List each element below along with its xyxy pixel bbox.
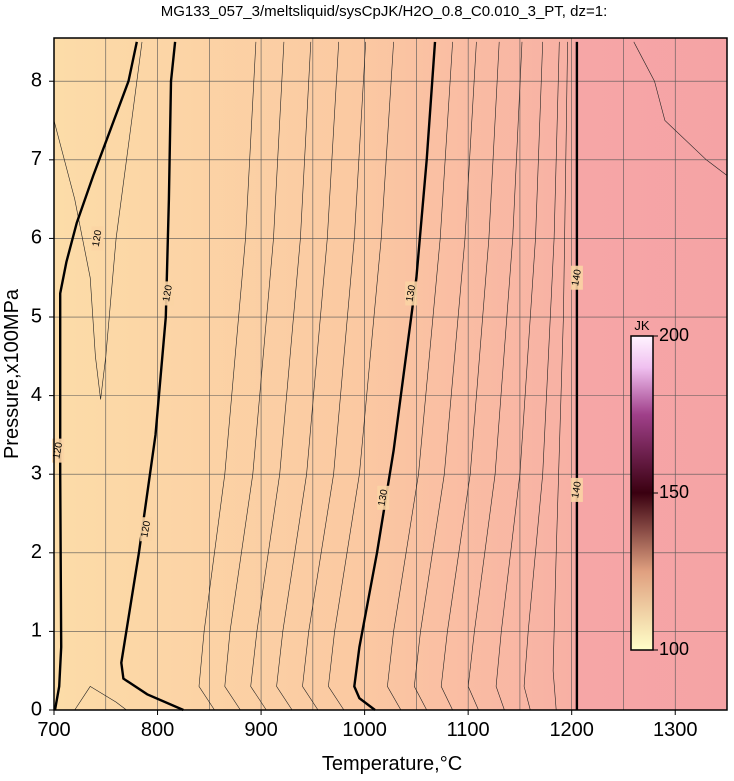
contour-label: 130 [377, 488, 391, 507]
contour-label: 120 [161, 284, 175, 303]
y-tick-label: 8 [31, 70, 42, 92]
y-tick-label: 0 [31, 698, 42, 720]
thin-contour [552, 41, 568, 711]
y-tick-label: 2 [31, 541, 42, 563]
contour-label-bg [91, 226, 104, 251]
contour-label-bg [405, 281, 418, 306]
colorbar-label: JK [634, 318, 650, 333]
x-tick-label: 1200 [549, 719, 594, 741]
thin-contour [250, 41, 312, 711]
y-tick-label: 1 [31, 620, 42, 642]
contour-label: 120 [139, 520, 153, 539]
y-tick-label: 6 [31, 227, 42, 249]
contour-label: 130 [404, 284, 418, 303]
contour-label-bg [377, 485, 390, 510]
x-tick-label: 1000 [342, 719, 387, 741]
thin-contour [467, 41, 523, 711]
contour-label-bg [570, 477, 583, 502]
chart-title: MG133_057_3/meltsliquid/sysCpJK/H2O_0.8_… [161, 3, 608, 20]
contour-label: 140 [570, 480, 584, 499]
thin-contour [633, 41, 728, 176]
thin-contour [302, 41, 366, 711]
thin-contour [198, 41, 257, 711]
colorbar-tick-label: 200 [659, 325, 689, 345]
thin-contour [74, 685, 127, 711]
y-tick-label: 4 [31, 384, 42, 406]
thin-contour [413, 41, 477, 711]
thin-contour [328, 41, 394, 711]
y-tick-label: 7 [31, 148, 42, 170]
thin-contour [387, 41, 453, 711]
x-tick-label: 700 [37, 719, 70, 741]
x-tick-label: 900 [244, 719, 277, 741]
plot-frame [53, 37, 728, 711]
thin-contour [276, 41, 339, 711]
plot-background [54, 38, 727, 710]
y-tick-label: 5 [31, 305, 42, 327]
y-axis-label: Pressure,x100MPa [1, 288, 23, 459]
contour-label-bg [52, 438, 65, 463]
x-tick-label: 1300 [653, 719, 698, 741]
thin-contour [523, 41, 560, 711]
contour-label-bg [161, 281, 174, 306]
x-axis-label: Temperature,°C [322, 753, 462, 775]
colorbar [630, 335, 654, 651]
colorbar-tick-label: 150 [659, 482, 689, 502]
contour-label-bg [140, 517, 153, 542]
contour-label: 120 [91, 229, 105, 248]
contour-label: 120 [51, 441, 65, 460]
thin-contour [440, 41, 500, 711]
contour-label: 140 [570, 268, 584, 287]
thin-contour [224, 41, 285, 711]
colorbar-tick-label: 100 [659, 639, 689, 659]
contour-label-bg [570, 265, 583, 290]
x-tick-label: 1100 [447, 719, 490, 741]
thin-contour [53, 41, 143, 400]
thin-contour [495, 41, 543, 711]
contour [120, 41, 184, 712]
y-tick-label: 3 [31, 462, 42, 484]
x-tick-label: 800 [141, 719, 174, 741]
contour [53, 41, 138, 711]
